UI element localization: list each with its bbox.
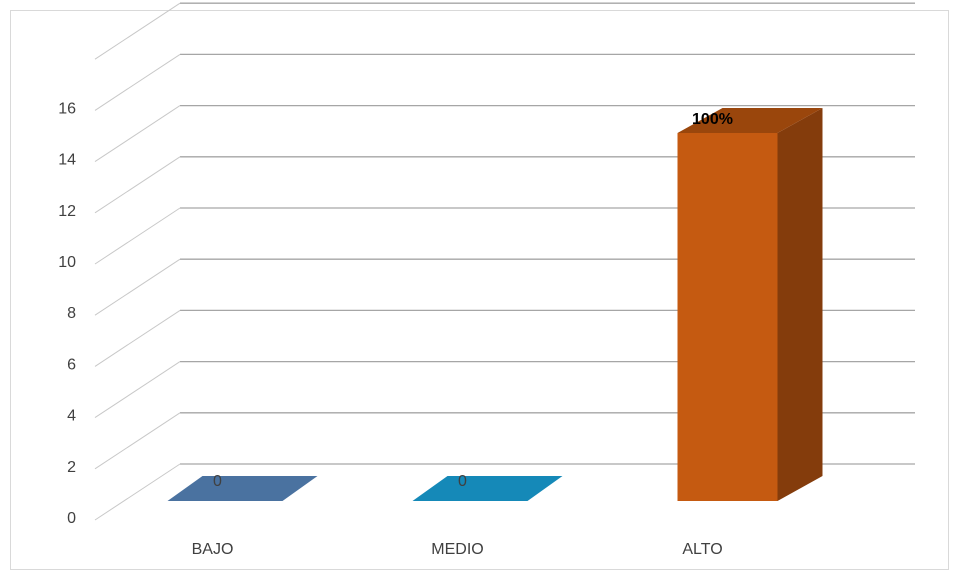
bar-bajo bbox=[167, 476, 318, 501]
y-tick-label: 2 bbox=[67, 459, 76, 476]
gridline-side bbox=[94, 105, 181, 163]
x-category-label: ALTO bbox=[682, 541, 722, 558]
data-label: 0 bbox=[213, 473, 222, 490]
gridline-side bbox=[94, 258, 181, 316]
y-axis-ticks: 0 2 4 6 8 10 12 14 16 bbox=[58, 100, 76, 527]
y-tick-label: 0 bbox=[67, 510, 76, 527]
gridline-side bbox=[94, 309, 181, 367]
bars bbox=[167, 108, 823, 501]
data-label: 100% bbox=[692, 111, 733, 128]
data-label: 0 bbox=[458, 473, 467, 490]
bar-medio bbox=[412, 476, 563, 501]
gridline-side bbox=[94, 463, 181, 521]
x-category-label: MEDIO bbox=[431, 541, 483, 558]
data-labels: 0 0 100% bbox=[213, 111, 733, 490]
bar-top bbox=[167, 476, 318, 501]
bar-side bbox=[777, 108, 823, 501]
bar-top bbox=[412, 476, 563, 501]
x-axis-categories: BAJO MEDIO ALTO bbox=[192, 541, 723, 558]
gridline-side bbox=[94, 207, 181, 265]
y-tick-label: 14 bbox=[58, 152, 76, 169]
bar-alto bbox=[677, 108, 823, 501]
y-tick-label: 4 bbox=[67, 408, 76, 425]
gridline-side bbox=[94, 2, 181, 60]
gridline-side bbox=[94, 156, 181, 214]
bar-front bbox=[677, 133, 778, 501]
y-tick-label: 8 bbox=[67, 305, 76, 322]
y-tick-label: 12 bbox=[58, 203, 76, 220]
gridline-side bbox=[94, 412, 181, 470]
gridline-side bbox=[94, 53, 181, 111]
gridline-side bbox=[94, 361, 181, 419]
y-tick-label: 16 bbox=[58, 100, 76, 117]
y-tick-label: 6 bbox=[67, 356, 76, 373]
bar-top bbox=[677, 108, 823, 133]
y-tick-label: 10 bbox=[58, 254, 76, 271]
x-category-label: BAJO bbox=[192, 541, 234, 558]
